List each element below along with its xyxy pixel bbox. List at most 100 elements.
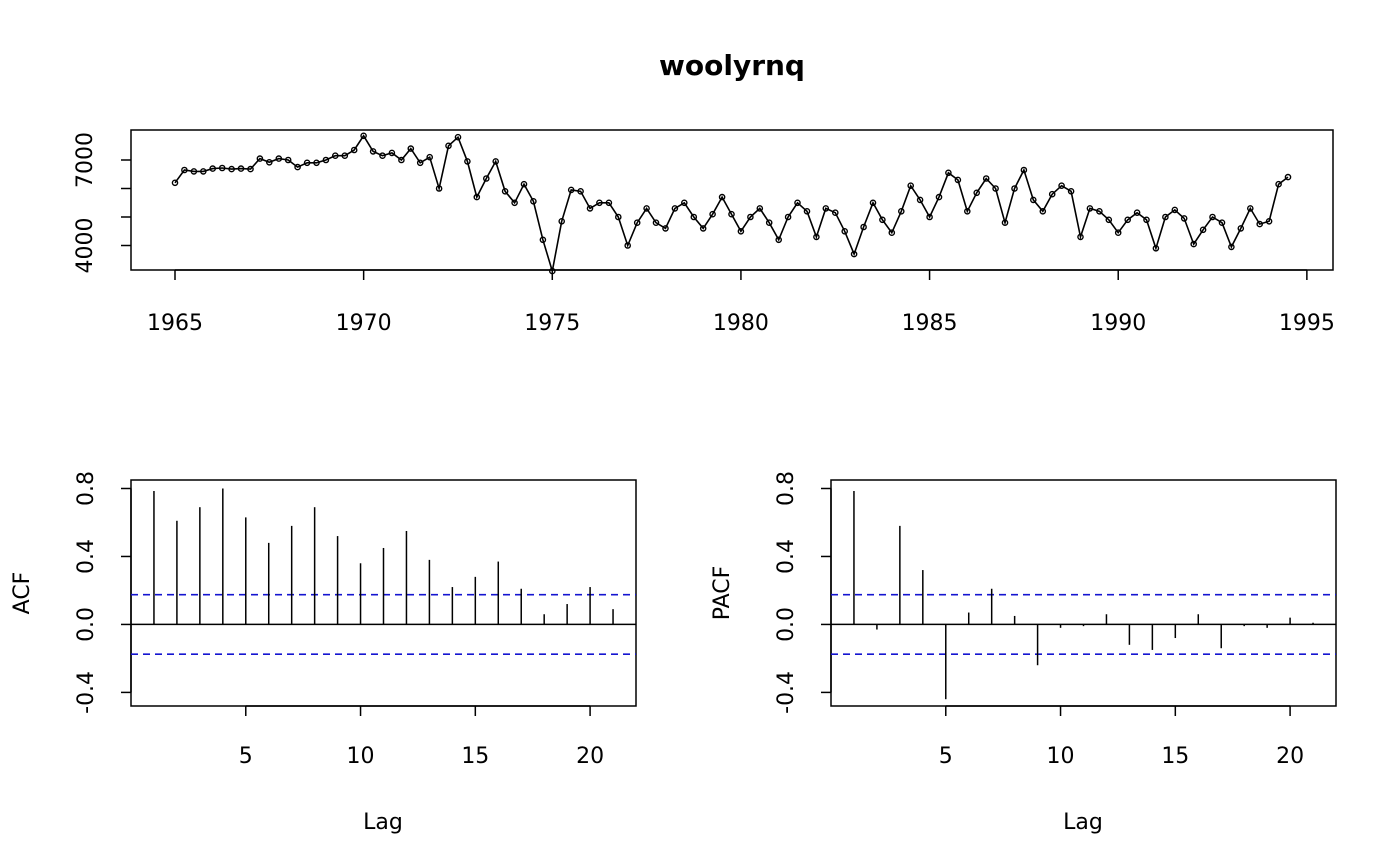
time-series-point <box>690 213 698 221</box>
pacf-x-label: Lag <box>1063 810 1103 835</box>
time-series-point <box>1152 244 1160 252</box>
time-series-point <box>898 207 905 215</box>
time-series-point <box>331 152 339 159</box>
time-series-point <box>1086 205 1094 212</box>
pacf-y-axis: -0.4 0.0 0.4 0.8 <box>774 471 832 714</box>
time-series-point <box>973 189 981 197</box>
time-series-point <box>652 219 660 226</box>
acf-x-tick-label-5: 5 <box>239 744 253 769</box>
acf-y-label: ACF <box>10 572 35 615</box>
pacf-y-tick-label-0: 0.0 <box>774 607 799 642</box>
time-series-point <box>1247 205 1254 212</box>
time-series-point <box>530 197 537 205</box>
time-series-point <box>369 148 377 155</box>
time-series-point <box>218 164 226 172</box>
time-series-point <box>1171 206 1179 214</box>
time-series-point <box>747 213 754 221</box>
time-series-x-tick-label-1985: 1985 <box>902 311 958 336</box>
time-series-point <box>228 165 235 173</box>
acf-panel: 5 10 15 20 -0.4 0.0 0.4 0.8 Lag ACF <box>10 471 637 835</box>
time-series-point <box>501 187 509 195</box>
chart-title: woolyrnq <box>659 49 805 82</box>
time-series-point <box>794 199 801 207</box>
time-series-point <box>322 156 330 164</box>
time-series-point <box>615 213 622 221</box>
time-series-point <box>360 132 367 140</box>
pacf-x-tick-label-10: 10 <box>1047 744 1075 769</box>
time-series-point <box>1162 213 1169 221</box>
time-series-point <box>992 185 999 192</box>
time-series-point <box>605 199 613 207</box>
acf-x-label: Lag <box>363 810 403 835</box>
time-series-point <box>954 176 962 184</box>
time-series-point <box>624 242 632 249</box>
pacf-x-axis: 5 10 15 20 <box>939 705 1304 769</box>
time-series-point <box>596 199 603 207</box>
time-series-point <box>520 180 528 188</box>
time-series-point <box>633 219 641 226</box>
time-series-point <box>558 217 566 225</box>
pacf-x-tick-label-5: 5 <box>939 744 953 769</box>
time-series-point <box>426 153 434 161</box>
time-series-point <box>1011 185 1018 192</box>
time-series-point <box>964 207 971 215</box>
acf-y-tick-label-0.8: 0.8 <box>74 471 99 506</box>
time-series-point <box>643 205 650 212</box>
time-series-point <box>265 158 273 166</box>
time-series-point <box>549 267 556 275</box>
time-series-point <box>577 187 584 195</box>
time-series-y-axis: 4000 7000 <box>73 132 131 274</box>
time-series-point <box>482 175 490 182</box>
time-series-point <box>379 152 386 159</box>
time-series-point <box>313 159 320 167</box>
time-series-point <box>784 213 792 221</box>
time-series-point <box>699 225 707 232</box>
time-series-point <box>1114 229 1122 236</box>
time-series-y-tick-label-7000: 7000 <box>73 132 98 188</box>
time-series-point <box>1105 216 1113 224</box>
pacf-x-tick-label-15: 15 <box>1161 744 1189 769</box>
time-series-point <box>209 165 216 172</box>
time-series-point <box>1039 207 1047 215</box>
pacf-y-tick-label--0.4: -0.4 <box>774 671 799 714</box>
time-series-point <box>1077 233 1084 241</box>
time-series-point <box>473 193 481 201</box>
time-series-point <box>190 168 198 175</box>
pacf-x-tick-label-20: 20 <box>1276 744 1304 769</box>
time-series-point <box>832 209 839 216</box>
time-series-line <box>174 134 1289 272</box>
time-series-x-axis: 1965 1970 1975 1980 1985 1990 1995 <box>147 269 1335 336</box>
time-series-point <box>284 156 292 164</box>
time-series-y-tick-label-4000: 4000 <box>73 218 98 274</box>
time-series-x-tick-label-1980: 1980 <box>713 311 769 336</box>
time-series-point <box>445 142 452 150</box>
acf-x-axis: 5 10 15 20 <box>239 705 604 769</box>
acf-y-tick-label-0: 0.0 <box>74 607 99 642</box>
acf-y-axis: -0.4 0.0 0.4 0.8 <box>74 471 132 714</box>
acf-y-tick-label-0.4: 0.4 <box>74 539 99 574</box>
pacf-y-label: PACF <box>710 566 735 621</box>
time-series-point <box>926 213 933 221</box>
time-series-point <box>841 227 849 235</box>
time-series-x-tick-label-1995: 1995 <box>1279 311 1335 336</box>
time-series-point <box>1218 219 1226 226</box>
time-series-point <box>803 207 811 215</box>
pacf-y-tick-label-0.4: 0.4 <box>774 539 799 574</box>
pacf-y-tick-label-0.8: 0.8 <box>774 471 799 506</box>
time-series-point <box>398 156 405 164</box>
time-series-point <box>869 199 877 207</box>
time-series-point <box>181 166 188 174</box>
time-series-point <box>765 219 773 226</box>
acf-x-tick-label-20: 20 <box>576 744 604 769</box>
time-series-points <box>171 132 1292 275</box>
time-series-point <box>860 223 867 231</box>
time-series-point <box>1020 166 1028 174</box>
time-series-point <box>256 155 264 162</box>
time-series-x-tick-label-1965: 1965 <box>147 311 203 336</box>
time-series-point <box>388 149 396 157</box>
time-series-point <box>1228 243 1235 251</box>
time-series-point <box>1030 196 1037 204</box>
time-series-point <box>916 196 924 204</box>
time-series-point <box>350 146 358 154</box>
time-series-point <box>718 193 726 201</box>
